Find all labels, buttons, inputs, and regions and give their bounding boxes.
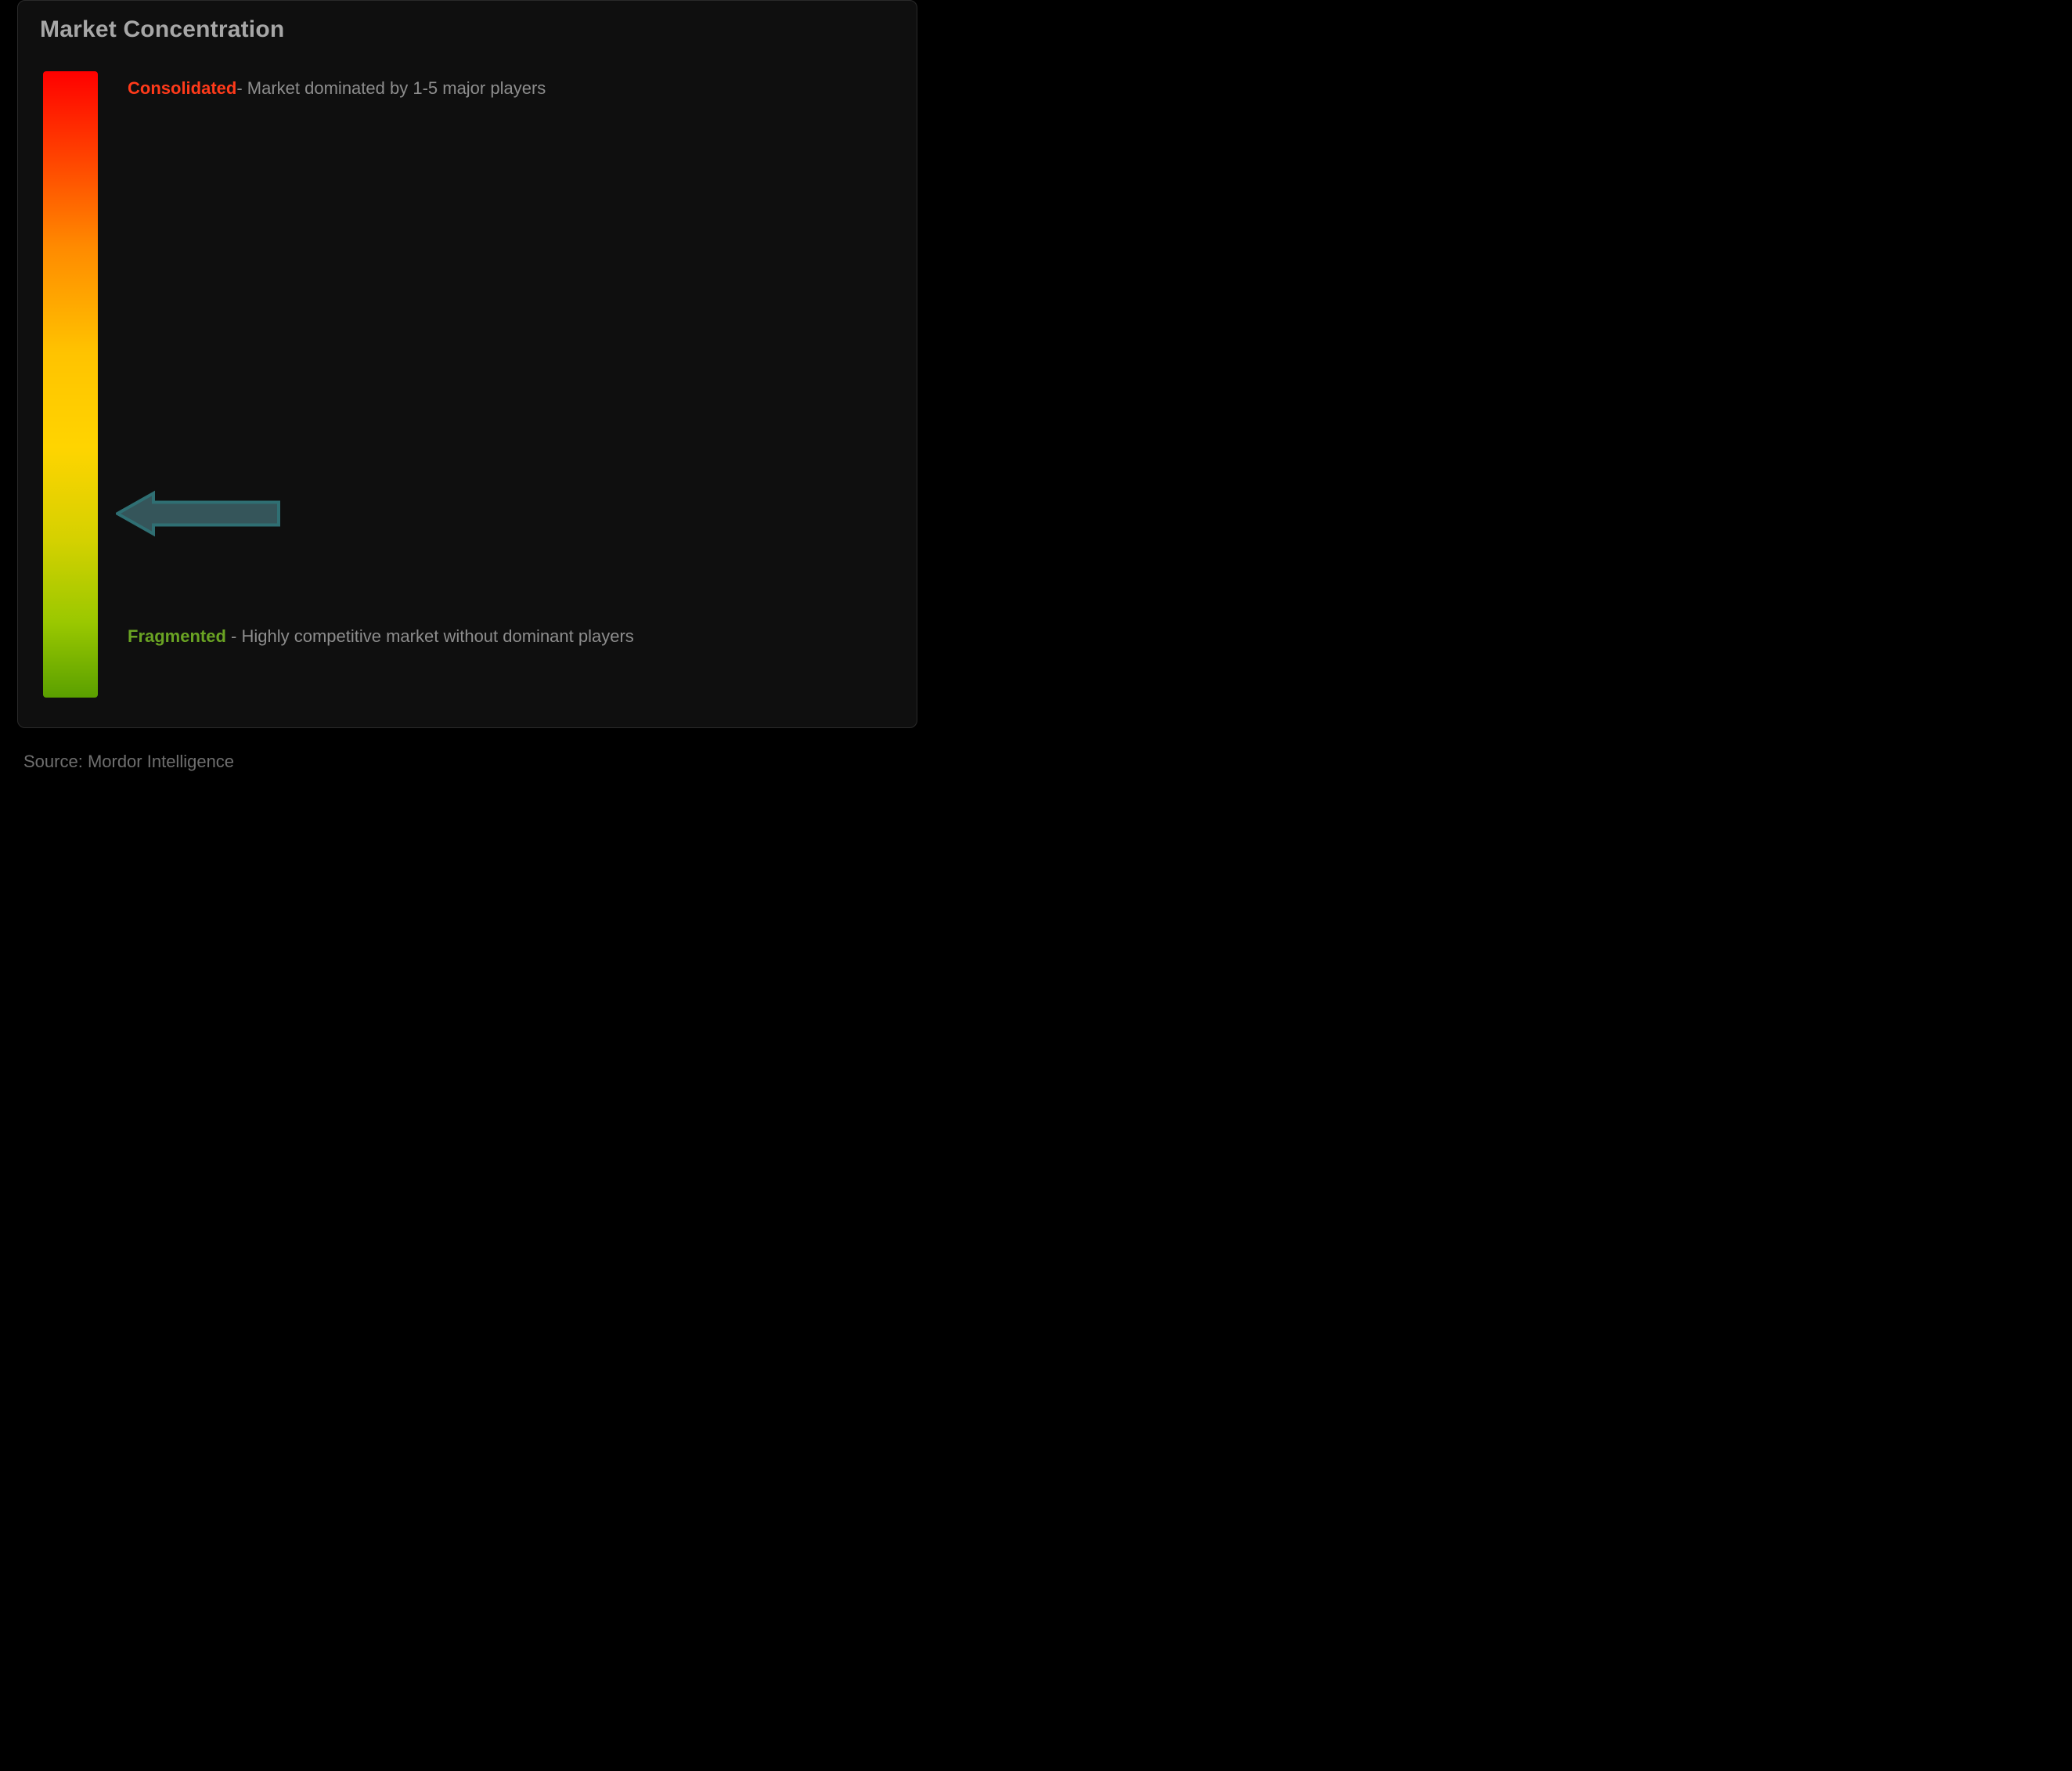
fragmented-lead-word: Fragmented xyxy=(128,626,226,646)
consolidated-description: - Market dominated by 1-5 major players xyxy=(236,78,546,98)
canvas: Market Concentration Consolidated- Marke… xyxy=(0,0,939,803)
card-title: Market Concentration xyxy=(40,16,284,43)
source-name: Mordor Intelligence xyxy=(88,752,234,771)
concentration-card: Market Concentration Consolidated- Marke… xyxy=(17,0,917,728)
consolidated-label: Consolidated- Market dominated by 1-5 ma… xyxy=(128,75,546,102)
fragmented-description: - Highly competitive market without domi… xyxy=(226,626,634,646)
consolidated-lead-word: Consolidated xyxy=(128,78,236,98)
concentration-gradient-bar xyxy=(43,71,98,698)
arrow-left-icon xyxy=(116,490,280,537)
indicator-arrow xyxy=(116,490,280,537)
source-prefix: Source: xyxy=(23,752,88,771)
source-attribution: Source: Mordor Intelligence xyxy=(23,752,234,772)
fragmented-label: Fragmented - Highly competitive market w… xyxy=(128,623,634,650)
